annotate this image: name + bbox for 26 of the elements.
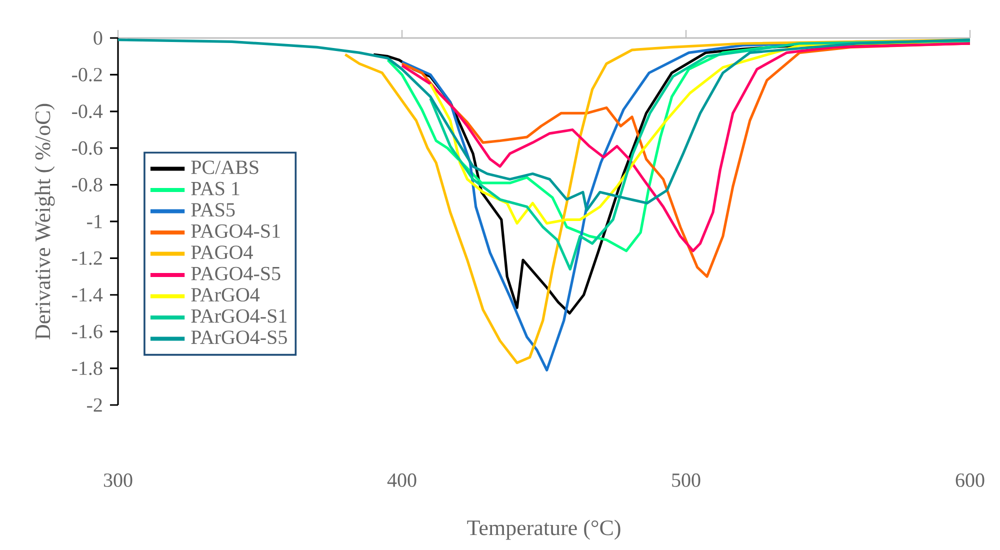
y-tick-label: -0.4 <box>72 104 103 118</box>
x-tick-label: 400 <box>387 473 416 487</box>
y-tick-label: -0.6 <box>72 141 102 155</box>
x-tick-label: 500 <box>672 473 700 487</box>
y-tick-label: -0.8 <box>72 178 102 192</box>
y-tick-label: -1.6 <box>72 324 102 338</box>
y-axis-title: Derivative Weight ( %/oC) <box>34 104 55 340</box>
legend-label: PAS 1 <box>191 182 240 196</box>
legend-label: PArGO4 <box>191 288 260 302</box>
y-tick-label: -1.4 <box>72 288 103 302</box>
x-axis-title: Temperature (°C) <box>467 520 620 540</box>
y-tick-label: -1 <box>87 214 102 228</box>
legend-label: PAGO4-S5 <box>191 266 280 280</box>
legend-label: PArGO4-S1 <box>191 309 286 323</box>
x-tick-label: 600 <box>956 473 984 487</box>
legend-label: PArGO4-S5 <box>191 330 287 344</box>
legend-label: PAS5 <box>191 203 235 217</box>
y-tick-label: 0 <box>94 31 102 45</box>
legend-label: PAGO4-S1 <box>191 224 280 238</box>
y-tick-label: -1.2 <box>72 251 102 265</box>
legend-label: PC/ABS <box>191 160 258 174</box>
legend-label: PAGO4 <box>191 246 253 260</box>
x-tick-label: 300 <box>104 473 132 487</box>
y-tick-label: -2 <box>87 398 102 412</box>
y-tick-label: -0.2 <box>72 68 102 82</box>
y-tick-label: -1.8 <box>72 362 102 376</box>
